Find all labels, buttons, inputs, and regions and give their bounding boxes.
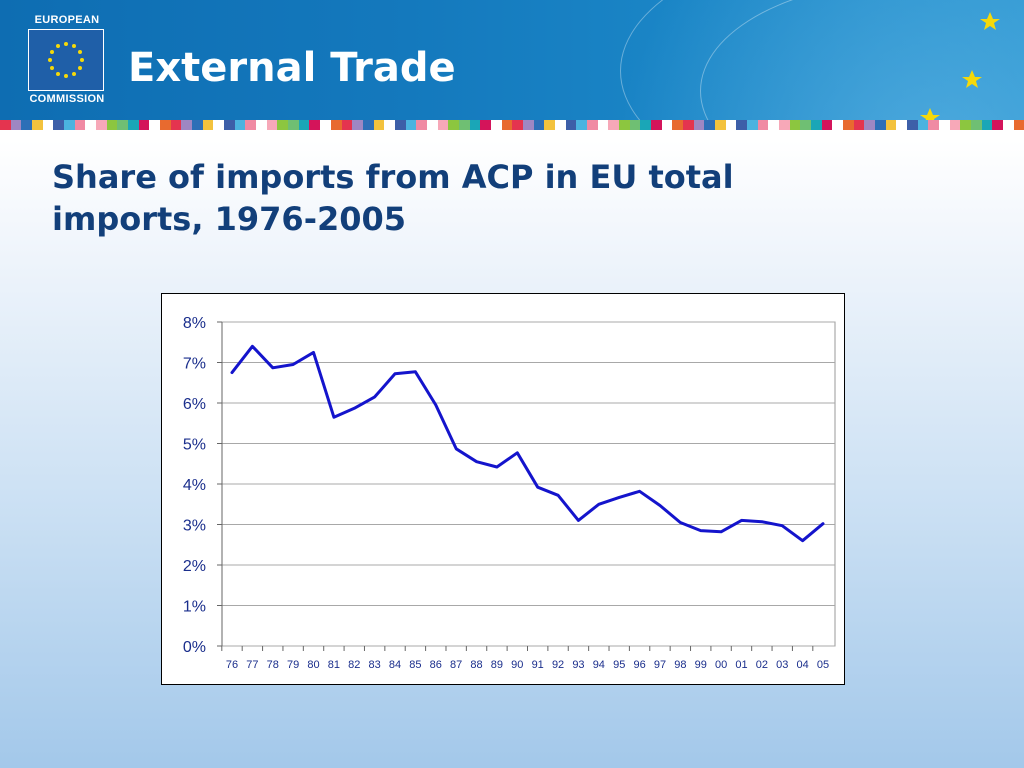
y-tick-label: 7% <box>183 356 206 373</box>
x-tick-label: 05 <box>817 659 829 671</box>
x-tick-label: 93 <box>572 659 584 671</box>
x-tick-label: 76 <box>226 659 238 671</box>
x-tick-label: 82 <box>348 659 360 671</box>
decorative-stars <box>920 12 1000 120</box>
y-tick-label: 5% <box>183 437 206 454</box>
eu-stars-ring-icon <box>48 42 84 78</box>
x-tick-label: 84 <box>389 659 401 671</box>
x-tick-label: 85 <box>409 659 421 671</box>
x-tick-label: 88 <box>470 659 482 671</box>
y-tick-label: 6% <box>183 396 206 413</box>
x-tick-label: 94 <box>593 659 605 671</box>
x-tick-label: 96 <box>633 659 645 671</box>
x-tick-label: 86 <box>430 659 442 671</box>
x-tick-label: 01 <box>735 659 747 671</box>
page-title: External Trade <box>128 45 456 91</box>
x-tick-label: 04 <box>796 659 808 671</box>
star-icon <box>920 108 940 120</box>
y-tick-label: 1% <box>183 599 206 616</box>
y-tick-label: 2% <box>183 558 206 575</box>
logo-text-bottom: COMMISSION <box>29 93 105 105</box>
eu-flag-icon <box>28 29 104 91</box>
series-line <box>230 344 825 543</box>
color-stripe-divider <box>0 120 1024 130</box>
y-tick-label: 0% <box>183 639 206 656</box>
star-icon <box>980 12 1000 30</box>
x-tick-label: 77 <box>246 659 258 671</box>
x-tick-label: 79 <box>287 659 299 671</box>
x-tick-label: 78 <box>267 659 279 671</box>
x-tick-label: 92 <box>552 659 564 671</box>
eu-commission-logo: EUROPEAN COMMISSION <box>22 12 112 108</box>
logo-text-top: EUROPEAN <box>34 14 100 26</box>
chart-frame: 0% 1% 2% 3% 4% 5% 6% 7% 8% 76 77 78 79 80 81 82 83 84 85 86… <box>161 293 845 685</box>
y-tick-label: 4% <box>183 477 206 494</box>
slide-heading: Share of imports from ACP in EU total im… <box>52 158 734 238</box>
x-tick-label: 87 <box>450 659 462 671</box>
x-tick-label: 80 <box>307 659 319 671</box>
x-tick-label: 91 <box>532 659 544 671</box>
star-icon <box>962 70 982 88</box>
header-banner: EUROPEAN COMMISSION External Trade <box>0 0 1024 120</box>
y-tick-label: 8% <box>183 315 206 332</box>
x-tick-label: 83 <box>369 659 381 671</box>
x-tick-label: 99 <box>695 659 707 671</box>
x-tick-label: 90 <box>511 659 523 671</box>
orbit-arc <box>620 0 1024 120</box>
x-tick-label: 00 <box>715 659 727 671</box>
x-tick-label: 81 <box>328 659 340 671</box>
x-tick-label: 03 <box>776 659 788 671</box>
y-tick-label: 3% <box>183 518 206 535</box>
x-tick-label: 02 <box>756 659 768 671</box>
x-tick-label: 97 <box>654 659 666 671</box>
line-chart: 0% 1% 2% 3% 4% 5% 6% 7% 8% 76 77 78 79 80 81 82 83 84 85 86… <box>183 315 836 671</box>
x-tick-label: 98 <box>674 659 686 671</box>
x-tick-label: 89 <box>491 659 503 671</box>
x-tick-label: 95 <box>613 659 625 671</box>
